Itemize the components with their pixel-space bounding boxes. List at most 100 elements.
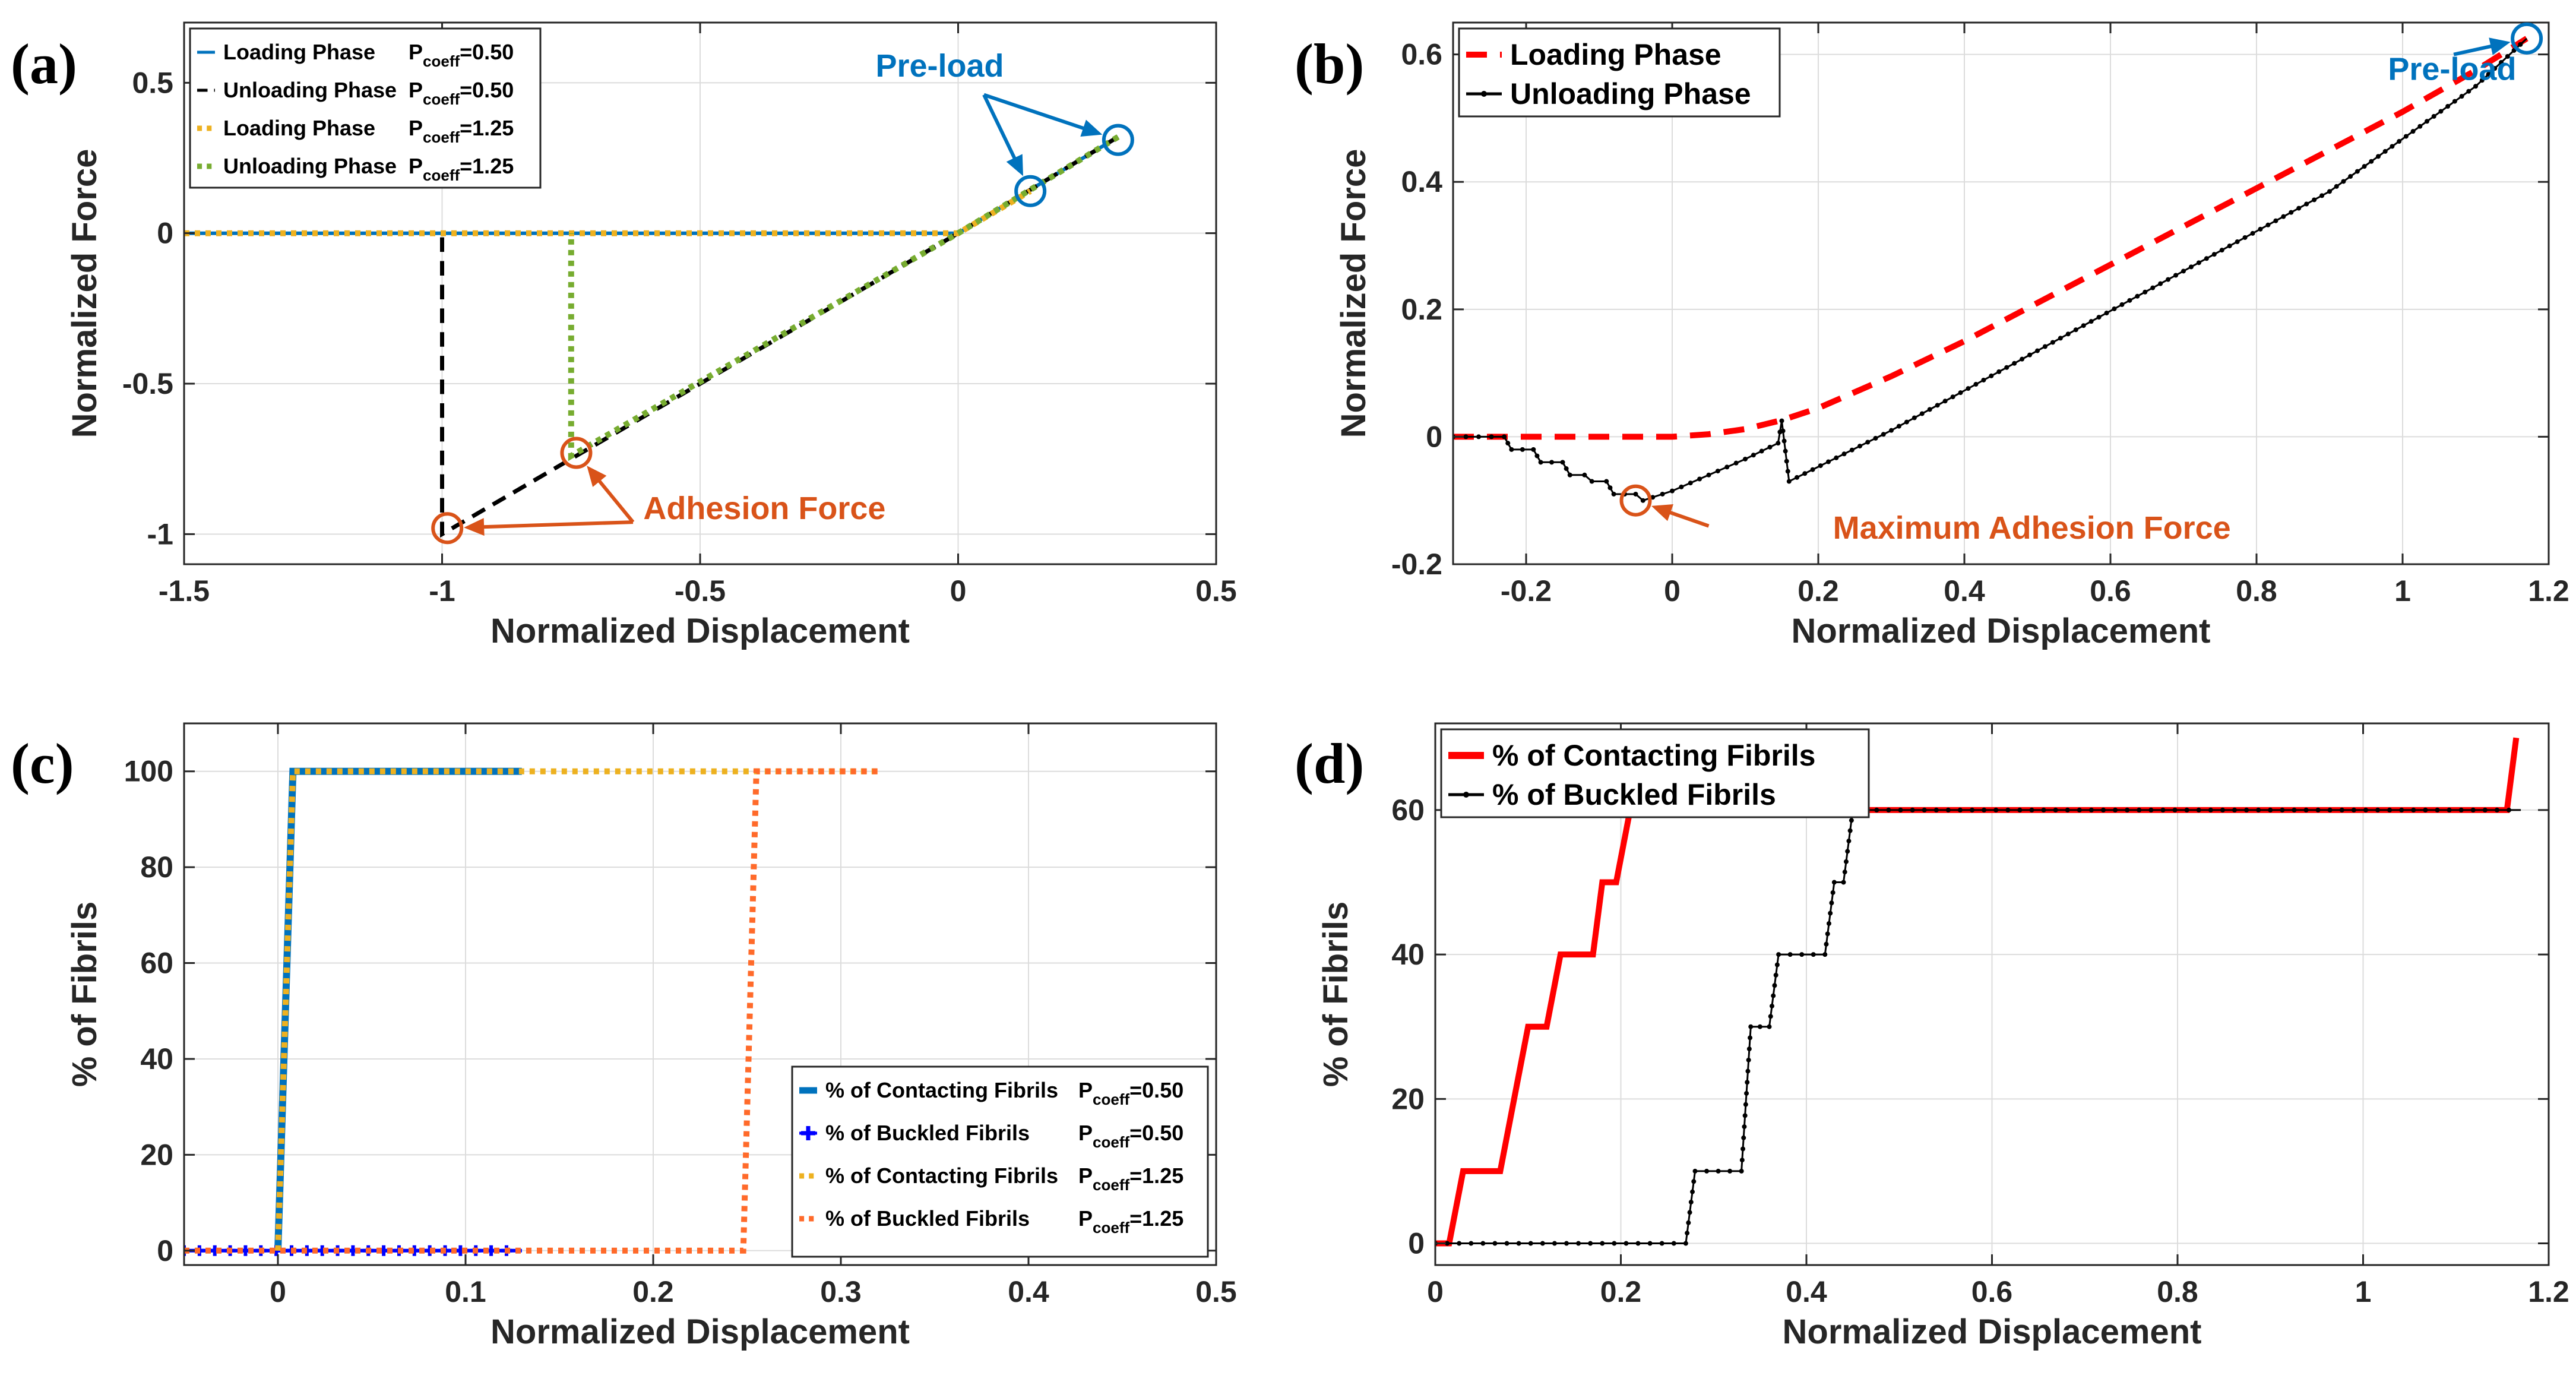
series-point bbox=[2050, 340, 2055, 345]
series-point bbox=[2273, 218, 2278, 223]
series-point bbox=[1973, 382, 1979, 387]
series-point bbox=[2390, 144, 2395, 149]
series-point bbox=[2029, 807, 2034, 812]
x-tick-label: 0 bbox=[270, 1275, 286, 1308]
y-tick-label: 0.2 bbox=[1401, 293, 1442, 326]
y-tick-label: 40 bbox=[1391, 938, 1425, 971]
series-point bbox=[1457, 1241, 1462, 1246]
series-point bbox=[1520, 447, 1525, 452]
series-point bbox=[2494, 807, 2499, 812]
series-point bbox=[1746, 1057, 1751, 1063]
series-point bbox=[2020, 356, 2025, 362]
series-point bbox=[2181, 268, 2186, 274]
series-point bbox=[1810, 467, 1815, 472]
series-point bbox=[2296, 205, 2302, 211]
series-point bbox=[1942, 399, 1948, 404]
series-point bbox=[1841, 880, 1846, 885]
series-point bbox=[2505, 54, 2510, 59]
series-point bbox=[1811, 952, 1816, 957]
series-point bbox=[2150, 285, 2156, 290]
legend-entry-label: % of Contacting Fibrils bbox=[1492, 739, 1815, 772]
series-line-4 bbox=[568, 134, 1120, 461]
legend-box bbox=[189, 27, 542, 189]
series-point bbox=[1697, 476, 1702, 482]
series-point bbox=[2005, 807, 2011, 812]
series-point bbox=[2250, 230, 2255, 236]
series-point bbox=[1935, 403, 1940, 408]
legend-entry-param: Pcoeff=1.25 bbox=[409, 116, 514, 146]
series-point bbox=[1957, 807, 1963, 812]
series-point bbox=[1492, 1241, 1498, 1246]
series-point bbox=[1745, 1068, 1751, 1074]
highlight-circle-marker bbox=[560, 437, 593, 469]
series-point bbox=[2452, 99, 2457, 104]
series-point bbox=[1739, 1158, 1745, 1163]
axes-box bbox=[183, 722, 1217, 1266]
series-point bbox=[1552, 1241, 1557, 1246]
series-point bbox=[2242, 235, 2248, 240]
series-point bbox=[1742, 1124, 1747, 1130]
series-point bbox=[1873, 435, 1878, 441]
series-point bbox=[2319, 193, 2325, 198]
series-point bbox=[1727, 1168, 1733, 1174]
series-point bbox=[2473, 84, 2478, 89]
series-point bbox=[1927, 407, 1932, 412]
series-point bbox=[2327, 807, 2333, 812]
x-tick-label: -0.5 bbox=[675, 574, 726, 608]
x-axis-label: Normalized Displacement bbox=[1792, 612, 2211, 650]
series-point bbox=[1767, 1024, 1772, 1029]
series-point bbox=[1607, 485, 1613, 491]
series-point bbox=[2058, 336, 2063, 341]
highlight-circle-marker bbox=[1102, 124, 1134, 156]
series-point bbox=[1822, 952, 1828, 957]
series-point bbox=[2399, 807, 2404, 812]
series-point bbox=[1688, 1200, 1694, 1205]
annotation-label: Maximum Adhesion Force bbox=[1833, 510, 2231, 546]
series-point bbox=[1828, 910, 1833, 916]
x-tick-label: 0.2 bbox=[1797, 574, 1839, 608]
series-point bbox=[1502, 434, 1507, 439]
series-point bbox=[2220, 807, 2225, 812]
y-axis-label: % of Fibrils bbox=[65, 902, 104, 1087]
series-point bbox=[1635, 1241, 1641, 1246]
series-point bbox=[2196, 807, 2201, 812]
x-tick-label: 0 bbox=[1664, 574, 1681, 608]
annotation-arrow bbox=[593, 473, 635, 523]
legend-box bbox=[791, 1065, 1209, 1258]
series-point bbox=[2160, 807, 2166, 812]
series-point bbox=[1531, 447, 1536, 452]
series-point bbox=[1933, 807, 1939, 812]
legend: % of Contacting Fibrils Pcoeff=0.50 % of B… bbox=[791, 1065, 1209, 1258]
series-point bbox=[2281, 214, 2286, 219]
series-point bbox=[1874, 807, 1879, 812]
series-point bbox=[1715, 469, 1720, 474]
series-point bbox=[1528, 1241, 1533, 1246]
series-point bbox=[2012, 361, 2017, 366]
annotation-label: Adhesion Force bbox=[643, 491, 885, 526]
legend-entry-label: % of Contacting Fibrils bbox=[825, 1163, 1058, 1188]
y-tick-label: 0.5 bbox=[132, 66, 173, 99]
series-point bbox=[1826, 921, 1831, 927]
series-point bbox=[2196, 260, 2201, 265]
series-point bbox=[1647, 1241, 1653, 1246]
series-point bbox=[1716, 1168, 1721, 1174]
series-point bbox=[2327, 189, 2332, 194]
series-point bbox=[1996, 369, 2002, 374]
series-point bbox=[2027, 352, 2033, 358]
series-point bbox=[2348, 174, 2353, 179]
series-point bbox=[1780, 428, 1786, 434]
series-point bbox=[2135, 293, 2140, 299]
series-point bbox=[2312, 197, 2317, 203]
annotation-arrowhead bbox=[2489, 37, 2511, 55]
series-point bbox=[1786, 479, 1792, 484]
series-point bbox=[2355, 169, 2360, 174]
series-point bbox=[1774, 962, 1780, 967]
series-point bbox=[2119, 302, 2125, 307]
series-point bbox=[1966, 386, 1971, 391]
series-point bbox=[1795, 475, 1800, 480]
series-point bbox=[1910, 807, 1915, 812]
y-tick-label: 80 bbox=[140, 850, 173, 884]
y-tick-label: 0 bbox=[1408, 1227, 1425, 1260]
series-point bbox=[2458, 807, 2464, 812]
series-point bbox=[2113, 807, 2118, 812]
